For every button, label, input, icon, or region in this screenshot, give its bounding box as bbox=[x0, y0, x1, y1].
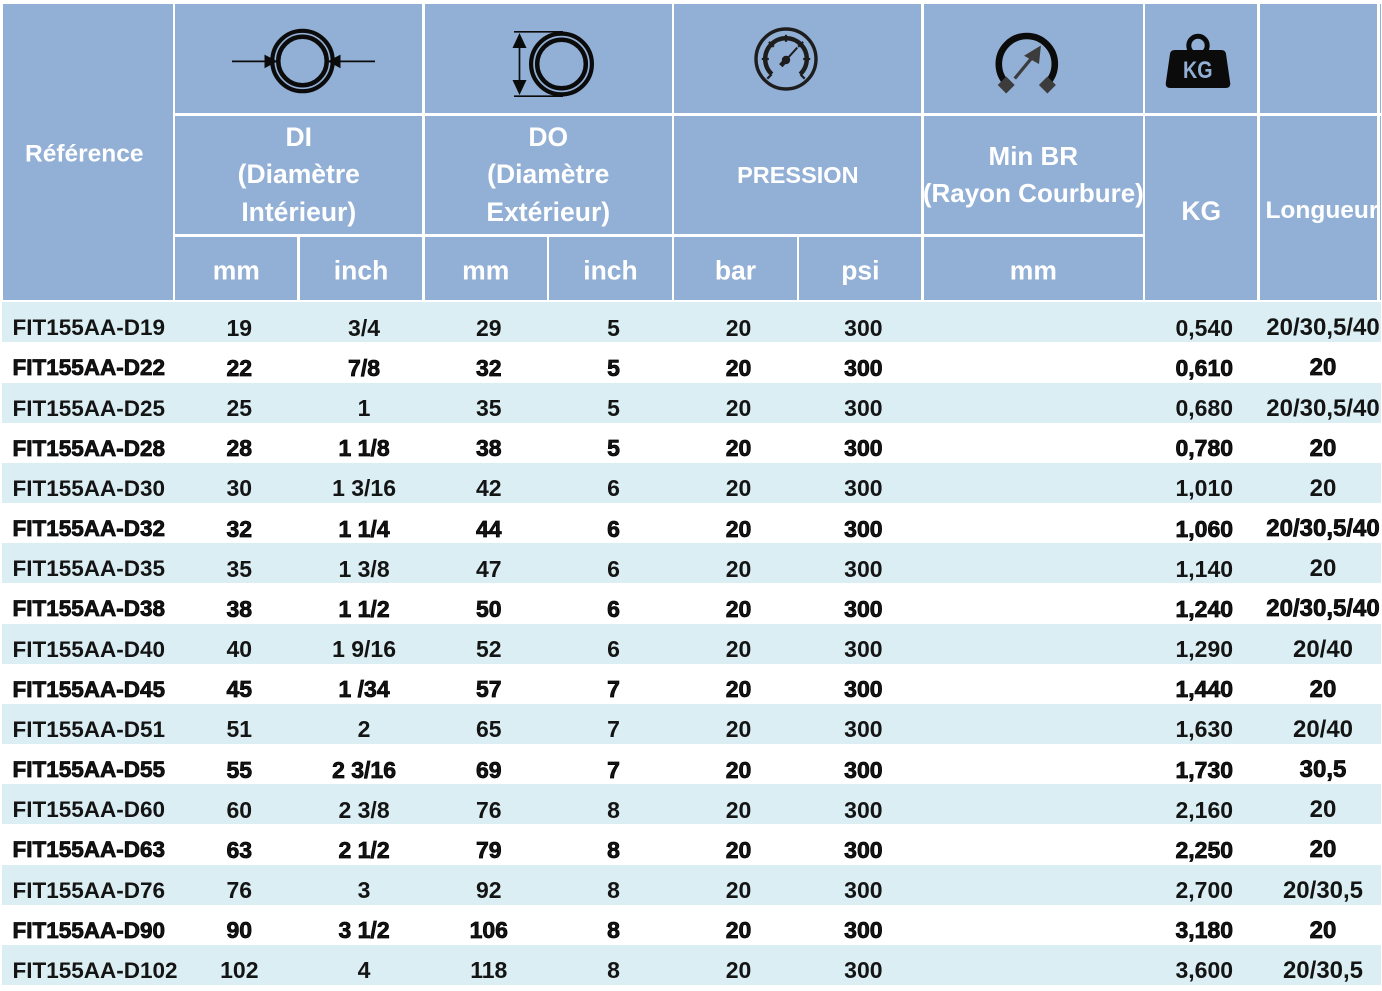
svg-text:KG: KG bbox=[1183, 56, 1213, 83]
